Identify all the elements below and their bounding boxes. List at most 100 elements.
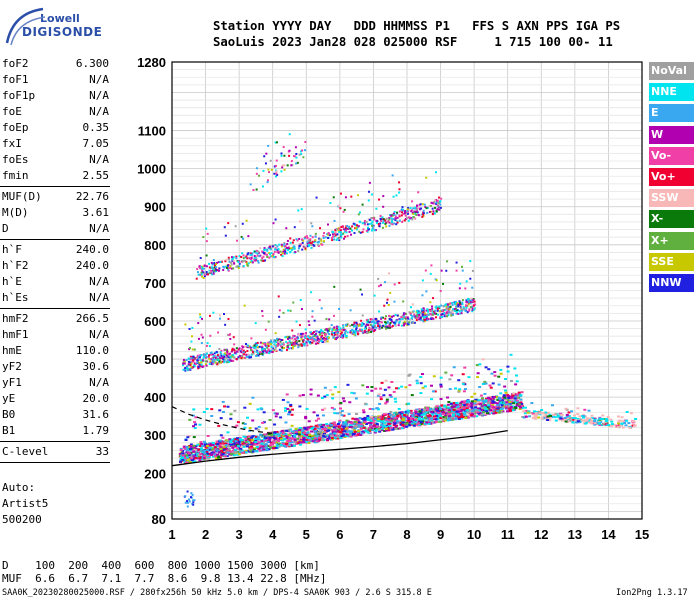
echo-dot [504,406,508,409]
echo-dot [406,316,409,319]
echo-dot [313,430,317,433]
echo-dot [464,309,467,312]
echo-dot [327,236,330,239]
echo-dot [341,428,345,431]
echo-dot [218,360,221,363]
echo-dot [582,416,586,419]
echo-dot [389,214,392,217]
echo-dot [276,248,279,251]
echo-dot [453,301,456,304]
echo-dot [208,345,211,348]
echo-dot [196,452,200,455]
echo-dot [323,232,326,235]
echo-dot [265,443,269,446]
echo-dot [518,406,522,409]
echo-dot [316,335,319,338]
echo-dot [364,327,367,330]
echo-dot [625,419,629,422]
echo-dot [235,357,238,360]
echo-dot [372,425,376,428]
echo-dot [451,418,455,421]
echo-dot [463,403,467,406]
echo-dot [326,340,329,343]
echo-dot [340,331,343,334]
echo-dot [391,220,394,223]
echo-dot [261,350,264,353]
echo-dot [444,312,447,315]
echo-dot [303,245,306,248]
echo-dot [221,436,225,439]
echo-dot [332,336,335,339]
echo-dot [254,439,258,442]
echo-dot [280,437,284,440]
echo-dot [623,421,627,424]
echo-dot [310,338,313,341]
echo-dot [348,225,351,228]
echo-dot [451,403,455,406]
echo-dot [448,412,452,415]
echo-dot [237,260,240,263]
echo-dot [421,294,424,297]
echo-dot [185,359,188,362]
echo-dot [472,411,476,414]
echo-dot [182,364,185,367]
echo-dot [438,208,441,211]
echo-dot [245,262,248,265]
echo-dot [330,422,334,425]
echo-dot [236,239,239,242]
echo-dot [187,435,191,438]
echo-dot [492,407,496,410]
echo-dot [346,420,350,423]
echo-dot [309,341,312,344]
y-tick-label: 500 [144,352,166,367]
echo-dot [243,426,247,429]
echo-dot [515,399,519,402]
echo-dot [415,206,418,209]
echo-dot [314,438,318,441]
echo-dot [466,304,469,307]
echo-dot [293,226,296,229]
echo-dot [391,174,394,177]
echo-dot [407,419,411,422]
echo-dot [205,240,208,243]
echo-dot [201,270,204,273]
echo-dot [484,382,488,385]
echo-dot [306,237,309,240]
echo-dot [301,241,304,244]
echo-dot [240,348,243,351]
echo-dot [445,269,448,272]
echo-dot [283,242,286,245]
echo-dot [249,346,252,349]
echo-dot [264,344,267,347]
echo-dot [364,330,367,333]
echo-dot [197,358,200,361]
echo-dot [402,212,405,215]
echo-dot [597,419,601,422]
echo-dot [452,417,456,420]
echo-dot [354,224,357,227]
echo-dot [381,221,384,224]
echo-dot [353,420,357,423]
echo-dot [416,208,419,211]
echo-dot [328,330,331,333]
echo-dot [284,336,287,339]
echo-dot [313,319,316,322]
echo-dot [495,411,499,414]
echo-dot [385,426,389,429]
echo-dot [239,356,242,359]
x-tick-label: 10 [467,527,481,542]
echo-dot [229,265,232,268]
echo-dot [259,444,263,447]
echo-dot [255,450,259,453]
echo-dot [342,232,345,235]
echo-dot [311,315,314,318]
echo-dot [509,380,513,383]
echo-dot [465,301,468,304]
echo-dot [383,304,386,307]
echo-dot [336,436,340,439]
echo-dot [398,281,401,284]
echo-dot [303,427,307,430]
echo-dot [196,443,200,446]
echo-dot [455,304,458,307]
echo-dot [388,394,392,397]
